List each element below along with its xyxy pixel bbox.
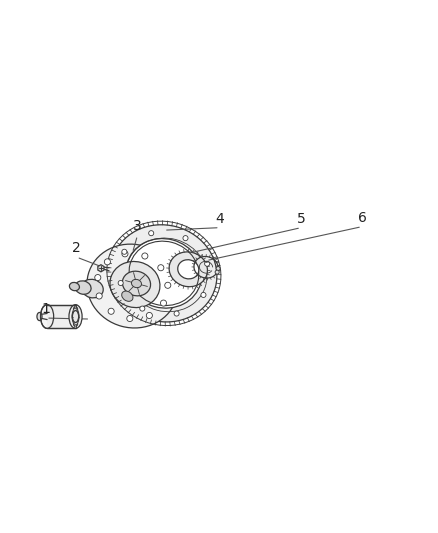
Circle shape: [148, 231, 154, 236]
Ellipse shape: [73, 307, 78, 311]
Ellipse shape: [69, 282, 79, 290]
Text: 6: 6: [357, 211, 367, 224]
Ellipse shape: [74, 307, 78, 311]
Ellipse shape: [72, 309, 79, 324]
Circle shape: [205, 261, 210, 266]
Circle shape: [104, 259, 110, 265]
Circle shape: [216, 266, 220, 271]
Circle shape: [127, 316, 133, 321]
Text: 5: 5: [297, 212, 305, 225]
Circle shape: [122, 251, 128, 257]
Circle shape: [160, 300, 166, 306]
Ellipse shape: [72, 311, 79, 322]
Ellipse shape: [75, 281, 91, 294]
Ellipse shape: [74, 309, 78, 312]
Ellipse shape: [41, 305, 54, 328]
Ellipse shape: [111, 225, 217, 322]
Circle shape: [165, 282, 171, 288]
Circle shape: [174, 311, 179, 316]
Circle shape: [158, 265, 164, 271]
Circle shape: [96, 293, 102, 299]
Circle shape: [215, 270, 219, 274]
Ellipse shape: [69, 305, 82, 328]
Ellipse shape: [73, 322, 78, 326]
Circle shape: [142, 253, 148, 259]
Ellipse shape: [74, 321, 78, 325]
Circle shape: [95, 274, 101, 280]
Ellipse shape: [169, 252, 208, 287]
Ellipse shape: [73, 315, 77, 318]
Ellipse shape: [87, 244, 178, 328]
Ellipse shape: [73, 311, 77, 315]
Circle shape: [146, 312, 152, 319]
Circle shape: [140, 306, 145, 311]
Circle shape: [122, 249, 127, 254]
Ellipse shape: [74, 311, 78, 315]
Ellipse shape: [126, 239, 202, 308]
Ellipse shape: [73, 321, 77, 325]
Ellipse shape: [131, 279, 141, 288]
Ellipse shape: [74, 322, 78, 326]
Text: 1: 1: [42, 302, 50, 316]
Circle shape: [183, 236, 188, 241]
Ellipse shape: [74, 318, 78, 322]
Circle shape: [108, 308, 114, 314]
Polygon shape: [47, 305, 75, 328]
Ellipse shape: [81, 279, 103, 298]
Text: 2: 2: [72, 241, 81, 255]
Ellipse shape: [73, 309, 77, 312]
Text: 4: 4: [215, 212, 224, 225]
Ellipse shape: [37, 312, 42, 320]
Ellipse shape: [74, 315, 78, 318]
Text: 3: 3: [133, 219, 142, 233]
Ellipse shape: [122, 271, 151, 296]
Circle shape: [118, 280, 123, 286]
Ellipse shape: [122, 291, 133, 301]
Ellipse shape: [178, 260, 199, 279]
Ellipse shape: [73, 318, 77, 322]
Polygon shape: [98, 265, 104, 272]
Ellipse shape: [110, 262, 160, 308]
Circle shape: [201, 293, 206, 297]
